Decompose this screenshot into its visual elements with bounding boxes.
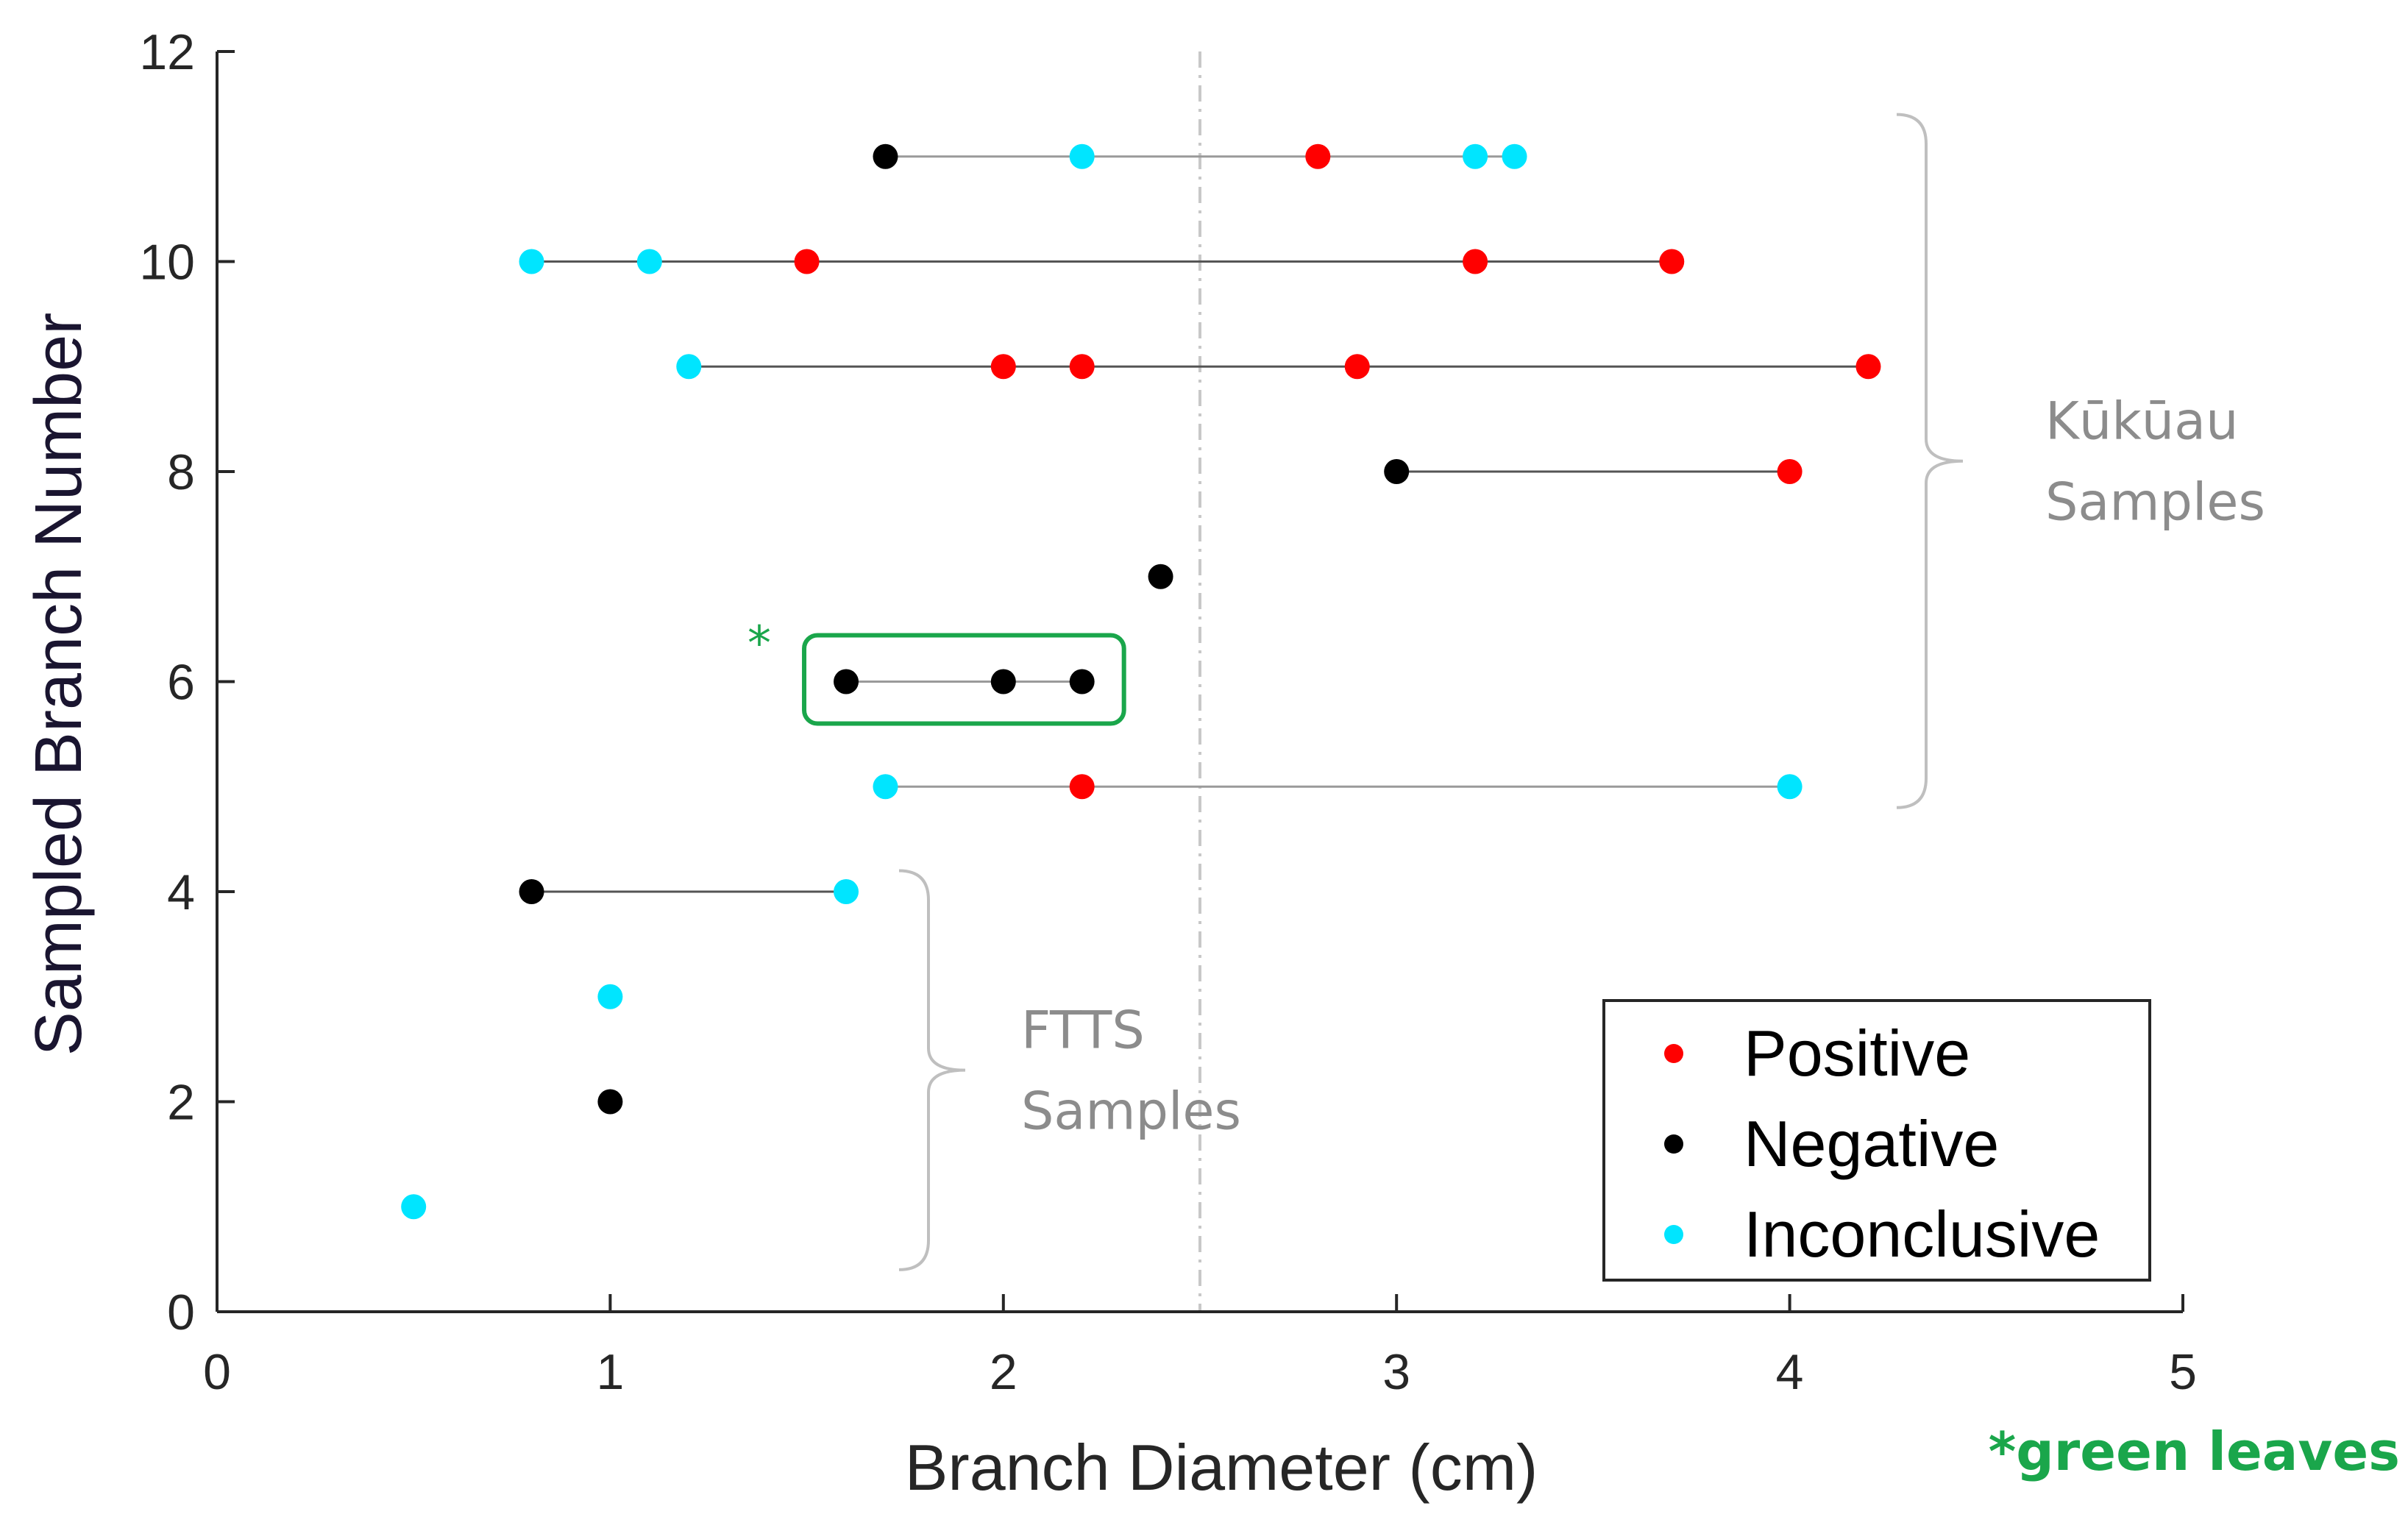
x-tick-label-4: 4 <box>1776 1344 1804 1400</box>
branch-9-point-1-inconclusive <box>676 354 702 380</box>
highlight-asterisk: * <box>747 617 771 672</box>
branch-9-point-2-positive <box>990 354 1016 380</box>
branch-6-point-3-negative <box>1069 669 1095 694</box>
ftts-group-label-line2: Samples <box>1021 1081 1241 1142</box>
branch-9-point-5-positive <box>1855 354 1881 380</box>
branch-11-point-3-positive <box>1305 143 1331 169</box>
branch-6-point-1-negative <box>834 669 859 694</box>
branch-11-point-4-inconclusive <box>1463 143 1488 169</box>
branch-11-point-1-negative <box>873 143 898 169</box>
x-tick-label-2: 2 <box>990 1344 1017 1400</box>
green-leaves-highlight: * <box>747 617 1126 726</box>
branch-6-point-2-negative <box>990 669 1016 694</box>
branch-9-point-4-positive <box>1344 354 1370 380</box>
y-tick-label-6: 6 <box>167 655 195 711</box>
x-axis-ticks: 0 1 2 3 4 5 <box>203 1294 2197 1400</box>
y-tick-label-4: 4 <box>167 864 195 920</box>
legend-marker-inconclusive <box>1664 1225 1683 1244</box>
x-tick-label-3: 3 <box>1382 1344 1410 1400</box>
y-tick-label-8: 8 <box>167 444 195 500</box>
legend-marker-positive <box>1664 1044 1683 1063</box>
x-axis-title: Branch Diameter (cm) <box>905 1431 1538 1504</box>
branch-10-point-5-positive <box>1659 249 1685 274</box>
y-tick-label-10: 10 <box>139 235 195 291</box>
x-tick-label-0: 0 <box>203 1344 231 1400</box>
y-tick-label-2: 2 <box>167 1075 195 1131</box>
branch-10-point-2-inconclusive <box>636 249 662 274</box>
branch-10-point-1-inconclusive <box>519 249 544 274</box>
x-tick-label-1: 1 <box>596 1344 624 1400</box>
branch-1-point-1-inconclusive <box>401 1194 427 1220</box>
legend-marker-negative <box>1664 1134 1683 1154</box>
branch-5-point-1-inconclusive <box>873 774 898 800</box>
branch-9-point-3-positive <box>1069 354 1095 380</box>
branch-2-point-1-negative <box>597 1089 623 1115</box>
branch-5-point-2-positive <box>1069 774 1095 800</box>
branch-11-point-5-inconclusive <box>1502 143 1527 169</box>
branch-4-point-2-inconclusive <box>834 879 859 904</box>
x-tick-label-5: 5 <box>2169 1344 2197 1400</box>
branch-8-point-2-positive <box>1777 459 1803 484</box>
y-axis-title: Sampled Branch Number <box>22 313 96 1056</box>
ftts-group-brace <box>898 869 966 1271</box>
green-leaves-footnote: *green leaves <box>1989 1421 2400 1482</box>
kukuau-group-label-line1: Kūkūau <box>2045 391 2238 452</box>
legend-label-negative: Negative <box>1744 1107 1999 1180</box>
branch-3-point-1-inconclusive <box>597 984 623 1009</box>
kukuau-group-label-line2: Samples <box>2045 472 2265 533</box>
y-axis-ticks: 0 2 4 6 8 10 12 <box>139 24 235 1340</box>
legend: Positive Negative Inconclusive <box>1602 999 2151 1282</box>
highlight-box <box>802 633 1126 726</box>
ftts-group-label-line1: FTTS <box>1021 1001 1145 1061</box>
branch-10-point-4-positive <box>1463 249 1488 274</box>
branch-7-point-1-negative <box>1148 564 1173 589</box>
branch-4-point-1-negative <box>519 879 544 904</box>
sample-groups: FTTS Samples Kūkūau Samples <box>898 113 2265 1271</box>
y-tick-label-0: 0 <box>167 1285 195 1340</box>
legend-box <box>1602 999 2151 1282</box>
legend-label-inconclusive: Inconclusive <box>1744 1198 2100 1271</box>
kukuau-group-brace <box>1896 113 1964 809</box>
data-points <box>401 143 1881 1220</box>
legend-label-positive: Positive <box>1744 1017 1970 1090</box>
branch-10-point-3-positive <box>794 249 820 274</box>
branch-8-point-1-negative <box>1384 459 1410 484</box>
branch-11-point-2-inconclusive <box>1069 143 1095 169</box>
y-tick-label-12: 12 <box>139 24 195 80</box>
branch-5-point-3-inconclusive <box>1777 774 1803 800</box>
